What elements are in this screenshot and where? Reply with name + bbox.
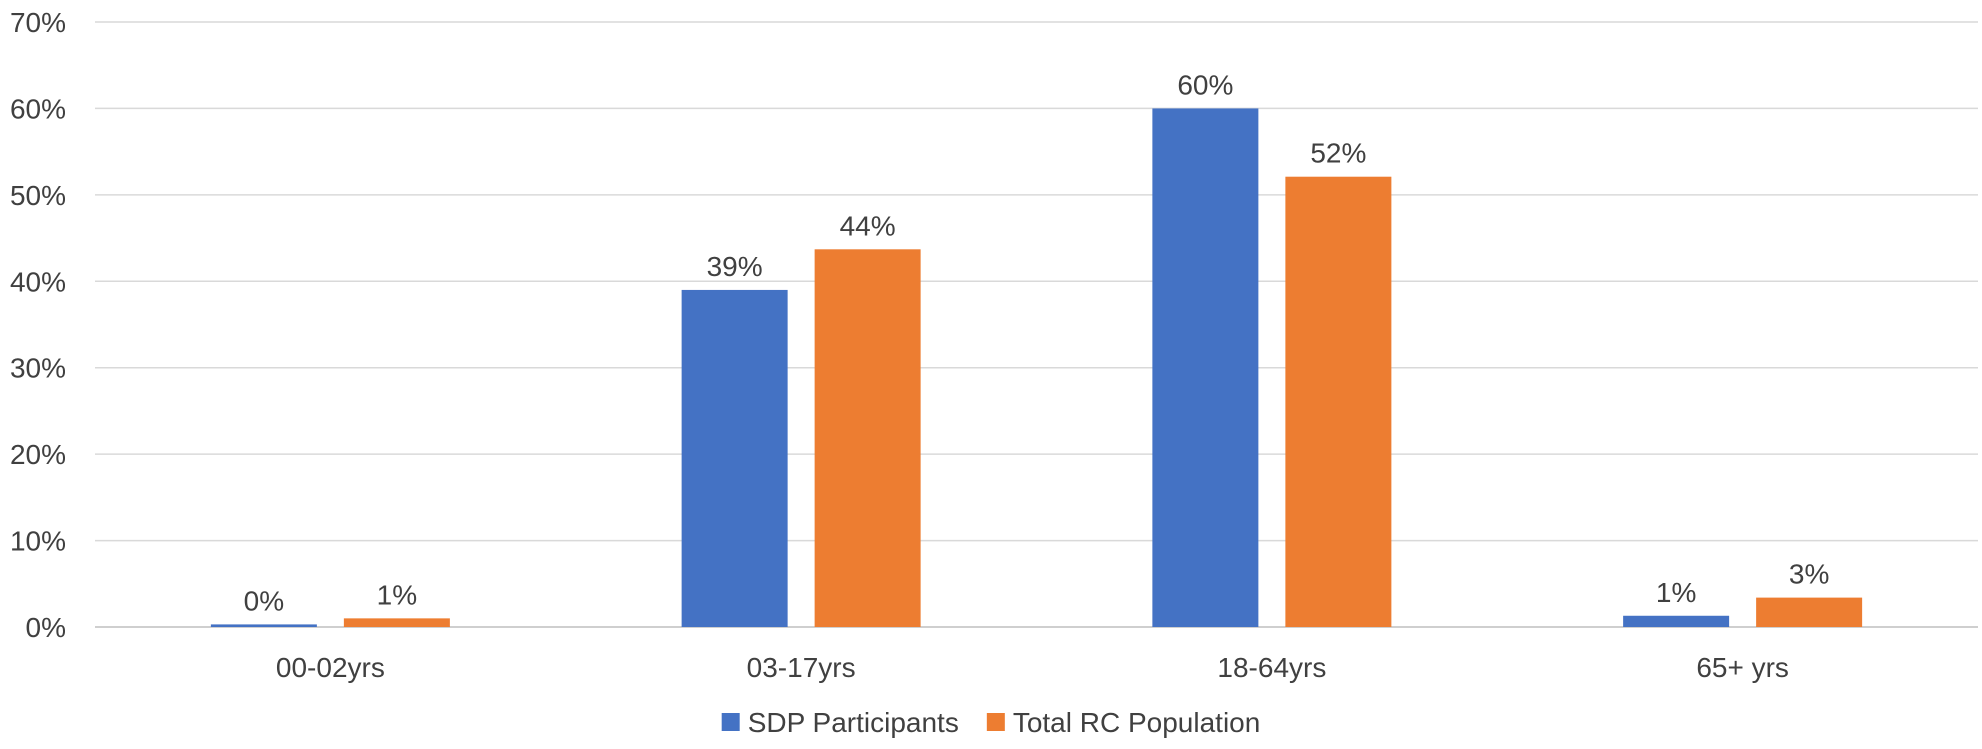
y-axis: 0% 10% 20% 30% 40% 50% 60% 70% xyxy=(10,7,66,643)
x-tick-label: 65+ yrs xyxy=(1696,652,1789,683)
x-tick-label: 00-02yrs xyxy=(276,652,385,683)
y-tick-label: 40% xyxy=(10,266,66,297)
data-label: 0% xyxy=(244,585,284,616)
y-tick-label: 10% xyxy=(10,526,66,557)
y-tick-label: 70% xyxy=(10,7,66,38)
bar-sdp-3 xyxy=(1623,615,1730,627)
y-tick-label: 50% xyxy=(10,180,66,211)
data-label: 52% xyxy=(1310,138,1366,169)
bar-rc-1 xyxy=(814,249,921,628)
bar-sdp-0 xyxy=(210,624,317,627)
bar-sdp-1 xyxy=(681,289,788,627)
bar-rc-2 xyxy=(1285,176,1392,627)
data-label: 1% xyxy=(377,579,417,610)
legend: SDP Participants Total RC Population xyxy=(721,707,1260,738)
bars xyxy=(210,108,1863,628)
data-label: 60% xyxy=(1177,69,1233,100)
data-label: 1% xyxy=(1656,577,1696,608)
bar-rc-0 xyxy=(343,618,450,627)
y-tick-label: 20% xyxy=(10,439,66,470)
y-tick-label: 0% xyxy=(26,612,66,643)
data-label: 44% xyxy=(840,210,896,241)
x-tick-label: 18-64yrs xyxy=(1217,652,1326,683)
legend-swatch xyxy=(721,713,740,731)
legend-swatch xyxy=(986,713,1005,731)
x-tick-label: 03-17yrs xyxy=(747,652,856,683)
y-tick-label: 30% xyxy=(10,353,66,384)
data-labels: 0% 1% 39% 44% 60% 52% 1% 3% xyxy=(244,69,1830,616)
y-tick-label: 60% xyxy=(10,93,66,124)
legend-label: SDP Participants xyxy=(748,707,959,738)
bar-sdp-2 xyxy=(1152,108,1259,627)
data-label: 39% xyxy=(707,251,763,282)
bar-rc-3 xyxy=(1756,597,1863,627)
legend-label: Total RC Population xyxy=(1013,707,1260,738)
data-label: 3% xyxy=(1789,559,1829,590)
x-axis: 00-02yrs 03-17yrs 18-64yrs 65+ yrs xyxy=(276,652,1789,683)
gridlines xyxy=(95,21,1978,628)
